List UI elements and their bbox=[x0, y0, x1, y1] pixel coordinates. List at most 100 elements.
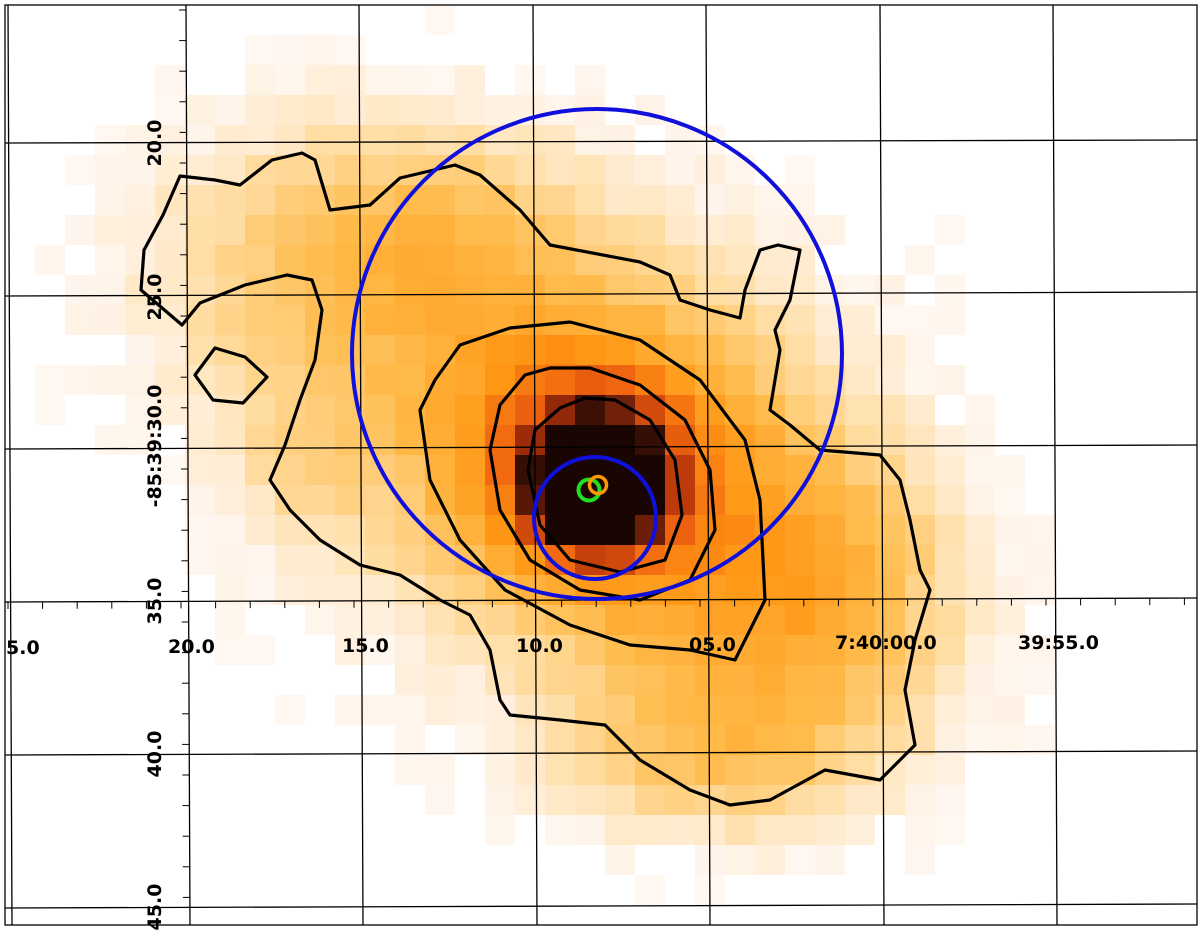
heatmap-pixel bbox=[845, 305, 875, 335]
heatmap-pixel bbox=[275, 245, 305, 275]
heatmap-pixel bbox=[305, 485, 335, 515]
heatmap-pixel bbox=[785, 515, 815, 545]
heatmap-pixel bbox=[365, 485, 395, 515]
heatmap-pixel bbox=[995, 485, 1025, 515]
grid-line-ra-6 bbox=[879, 4, 885, 926]
heatmap-pixel bbox=[845, 815, 875, 845]
heatmap-pixel bbox=[635, 185, 665, 215]
heatmap-pixel bbox=[425, 785, 455, 815]
heatmap-pixel bbox=[35, 395, 65, 425]
heatmap-pixel bbox=[605, 185, 635, 215]
heatmap-pixel bbox=[305, 335, 335, 365]
heatmap-pixel bbox=[365, 305, 395, 335]
heatmap-pixel bbox=[995, 605, 1025, 635]
heatmap-pixel bbox=[695, 605, 725, 635]
heatmap-pixel bbox=[785, 455, 815, 485]
heatmap-pixel bbox=[545, 365, 575, 395]
heatmap-pixel bbox=[455, 455, 485, 485]
heatmap-pixel bbox=[545, 215, 575, 245]
heatmap-pixel bbox=[365, 365, 395, 395]
heatmap-pixel bbox=[545, 125, 575, 155]
heatmap-pixel bbox=[245, 65, 275, 95]
heatmap-pixel bbox=[275, 275, 305, 305]
heatmap-pixel bbox=[215, 245, 245, 275]
heatmap-pixel bbox=[995, 455, 1025, 485]
heatmap-pixel bbox=[605, 785, 635, 815]
heatmap-pixel bbox=[455, 485, 485, 515]
heatmap-pixel bbox=[215, 185, 245, 215]
heatmap-pixel bbox=[845, 755, 875, 785]
heatmap-pixel bbox=[635, 155, 665, 185]
heatmap-pixel bbox=[635, 635, 665, 665]
heatmap-pixel bbox=[575, 725, 605, 755]
dec-axis-labels: 20.0 25.0 -85:39:30.0 35.0 40.0 45.0 bbox=[144, 120, 166, 931]
heatmap-pixel bbox=[485, 365, 515, 395]
heatmap-pixel bbox=[455, 395, 485, 425]
heatmap-pixel bbox=[725, 155, 755, 185]
heatmap-pixel bbox=[995, 635, 1025, 665]
heatmap-pixel bbox=[665, 125, 695, 155]
heatmap-pixel bbox=[215, 215, 245, 245]
heatmap-pixel bbox=[545, 305, 575, 335]
heatmap-pixel bbox=[905, 245, 935, 275]
heatmap-pixel bbox=[275, 185, 305, 215]
heatmap-pixel bbox=[875, 785, 905, 815]
heatmap-pixel bbox=[65, 155, 95, 185]
grid-line-dec-2 bbox=[4, 291, 1198, 297]
dec-label: 40.0 bbox=[144, 731, 166, 778]
grid-line-ra-7 bbox=[1052, 4, 1058, 926]
heatmap-pixel bbox=[905, 485, 935, 515]
heatmap-pixel bbox=[845, 335, 875, 365]
heatmap-pixel bbox=[875, 545, 905, 575]
heatmap-pixel bbox=[155, 455, 185, 485]
heatmap-pixel bbox=[935, 635, 965, 665]
heatmap-pixel bbox=[515, 755, 545, 785]
heatmap-pixel bbox=[245, 635, 275, 665]
heatmap-pixel bbox=[905, 335, 935, 365]
grid-line-ra-1 bbox=[7, 4, 13, 926]
heatmap-pixel bbox=[845, 515, 875, 545]
heatmap-pixel bbox=[335, 695, 365, 725]
heatmap-pixel bbox=[305, 395, 335, 425]
heatmap-pixel bbox=[635, 815, 665, 845]
heatmap-pixel bbox=[695, 185, 725, 215]
heatmap-pixel bbox=[395, 455, 425, 485]
heatmap-pixel bbox=[785, 365, 815, 395]
heatmap-pixel bbox=[245, 575, 275, 605]
heatmap-pixel bbox=[695, 155, 725, 185]
heatmap-pixel bbox=[815, 635, 845, 665]
heatmap-pixel bbox=[515, 155, 545, 185]
heatmap-pixel bbox=[95, 365, 125, 395]
heatmap-pixel bbox=[245, 425, 275, 455]
heatmap-pixel bbox=[755, 845, 785, 875]
heatmap-pixel bbox=[815, 215, 845, 245]
heatmap-pixel bbox=[635, 365, 665, 395]
heatmap-pixel bbox=[185, 515, 215, 545]
heatmap-pixel bbox=[455, 665, 485, 695]
heatmap-pixel bbox=[455, 725, 485, 755]
heatmap-pixel bbox=[215, 515, 245, 545]
heatmap-pixel bbox=[905, 845, 935, 875]
heatmap-pixel bbox=[785, 695, 815, 725]
heatmap-pixel bbox=[665, 215, 695, 245]
heatmap-pixel bbox=[905, 455, 935, 485]
heatmap-pixel bbox=[395, 275, 425, 305]
heatmap-pixel bbox=[215, 485, 245, 515]
heatmap-pixel bbox=[605, 125, 635, 155]
heatmap-pixel bbox=[605, 275, 635, 305]
heatmap-pixel bbox=[365, 155, 395, 185]
heatmap-pixel bbox=[215, 605, 245, 635]
ra-label: 15.0 bbox=[342, 635, 389, 657]
heatmap-pixel bbox=[815, 815, 845, 845]
heatmap-pixel bbox=[245, 485, 275, 515]
heatmap-pixel bbox=[965, 395, 995, 425]
heatmap-pixel bbox=[875, 725, 905, 755]
grid-line-dec-5 bbox=[4, 750, 1198, 756]
heatmap-pixel bbox=[35, 245, 65, 275]
heatmap-pixel bbox=[635, 215, 665, 245]
heatmap-pixel bbox=[515, 65, 545, 95]
heatmap-pixel bbox=[575, 815, 605, 845]
heatmap-pixel bbox=[725, 665, 755, 695]
heatmap-pixel bbox=[275, 35, 305, 65]
heatmap-pixel bbox=[455, 275, 485, 305]
